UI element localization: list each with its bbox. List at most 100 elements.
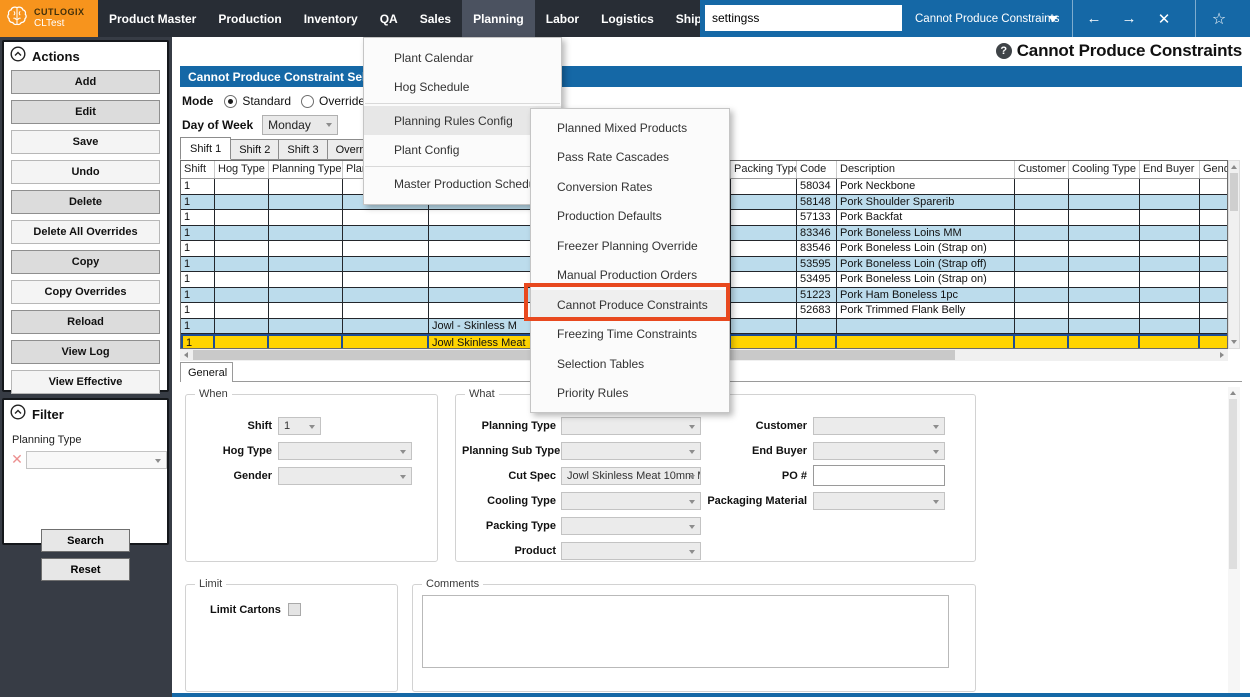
column-header-description[interactable]: Description	[837, 161, 1015, 178]
menu-item-production[interactable]: Production	[218, 11, 282, 26]
menu-item-sales[interactable]: Sales	[419, 11, 452, 26]
menu-item-qa[interactable]: QA	[379, 11, 398, 26]
product-select[interactable]	[561, 542, 701, 560]
submenu-item-selection-tables[interactable]: Selection Tables	[557, 356, 645, 371]
menu-item-master-production-schedule[interactable]: Master Production Schedule	[394, 176, 545, 191]
copy-button[interactable]: Copy	[11, 250, 160, 274]
close-icon[interactable]: ✕	[1157, 10, 1171, 28]
add-button[interactable]: Add	[11, 70, 160, 94]
menu-item-plant-calendar[interactable]: Plant Calendar	[394, 50, 474, 65]
cell-end_buyer	[1140, 318, 1200, 334]
tab-shift-3[interactable]: Shift 3	[278, 139, 328, 160]
gender-label: Gender	[233, 470, 272, 482]
packing-type-select[interactable]	[561, 517, 701, 535]
submenu-item-pass-rate-cascades[interactable]: Pass Rate Cascades	[557, 150, 670, 165]
cut-spec-select[interactable]: Jowl Skinless Meat 10mm M	[561, 467, 701, 485]
planning-type-filter-select[interactable]	[26, 450, 167, 469]
filter-search-button[interactable]: Search	[41, 529, 130, 552]
tab-shift-2[interactable]: Shift 2	[230, 139, 280, 160]
scroll-right-icon[interactable]	[1220, 352, 1224, 358]
scroll-up-icon[interactable]	[1230, 391, 1236, 395]
submenu-item-planned-mixed-products[interactable]: Planned Mixed Products	[557, 120, 688, 135]
tab-shift-1[interactable]: Shift 1	[180, 137, 232, 160]
planning-sub-type-select[interactable]	[561, 442, 701, 460]
undo-button[interactable]: Undo	[11, 160, 160, 184]
gender-select[interactable]	[278, 467, 412, 485]
collapse-chevron-icon[interactable]	[10, 404, 26, 425]
scroll-down-icon[interactable]	[1231, 340, 1237, 344]
filter-reset-button[interactable]: Reset	[41, 558, 130, 581]
column-header-gender[interactable]: Gender	[1200, 161, 1227, 178]
delete-button[interactable]: Delete	[11, 190, 160, 214]
delete-all-overrides-button[interactable]: Delete All Overrides	[11, 220, 160, 244]
end-buyer-select[interactable]	[813, 442, 945, 460]
po-input[interactable]	[813, 465, 945, 486]
menu-item-hog-schedule[interactable]: Hog Schedule	[394, 79, 470, 94]
view-effective-button[interactable]: View Effective	[11, 370, 160, 394]
tab-general[interactable]: General	[180, 362, 233, 382]
column-header-col5[interactable]	[566, 161, 731, 178]
column-header-packing-type[interactable]: Packing Type	[731, 161, 797, 178]
cell-hog_type	[215, 241, 269, 257]
clear-filter-icon[interactable]: ✕	[11, 451, 23, 467]
star-favorite-icon[interactable]: ☆	[1211, 10, 1227, 28]
column-header-planning-type[interactable]: Planning Type	[269, 161, 343, 178]
detail-vertical-scrollbar[interactable]	[1228, 387, 1240, 693]
submenu-item-freezing-time-constraints[interactable]: Freezing Time Constraints	[557, 327, 698, 342]
caret-down-icon[interactable]	[1048, 16, 1058, 22]
menu-item-product-master[interactable]: Product Master	[109, 11, 197, 26]
radio-icon[interactable]	[224, 94, 238, 108]
submenu-item-cannot-produce-constraints[interactable]: Cannot Produce Constraints	[531, 290, 729, 320]
limit-cartons-label: Limit Cartons	[210, 603, 281, 616]
cell-description: Pork Boneless Loin (Strap on)	[837, 241, 1015, 257]
reload-button[interactable]: Reload	[11, 310, 160, 334]
scrollbar-thumb[interactable]	[1230, 173, 1238, 211]
mode-option-override[interactable]: Override	[301, 94, 365, 108]
column-header-end-buyer[interactable]: End Buyer	[1140, 161, 1200, 178]
submenu-item-production-defaults[interactable]: Production Defaults	[557, 209, 662, 224]
copy-overrides-button[interactable]: Copy Overrides	[11, 280, 160, 304]
grid-vertical-scrollbar[interactable]	[1228, 160, 1240, 349]
comments-textarea[interactable]	[422, 595, 949, 668]
menu-item-labor[interactable]: Labor	[545, 11, 580, 26]
column-header-shift[interactable]: Shift	[181, 161, 215, 178]
save-button[interactable]: Save	[11, 130, 160, 154]
hog-type-select[interactable]	[278, 442, 412, 460]
menu-item-logistics[interactable]: Logistics	[601, 11, 654, 26]
cell-end_buyer	[1140, 287, 1200, 303]
column-header-hog-type[interactable]: Hog Type	[215, 161, 269, 178]
packaging-material-select[interactable]	[813, 492, 945, 510]
submenu-item-priority-rules[interactable]: Priority Rules	[557, 386, 629, 401]
favorites-dropdown[interactable]: Cannot Produce Constraints	[915, 12, 1060, 25]
scrollbar-thumb[interactable]	[1229, 399, 1237, 569]
collapse-chevron-icon[interactable]	[10, 46, 26, 67]
menu-item-planning-rules-config[interactable]: Planning Rules Config	[364, 106, 561, 135]
field-row-planning-sub-type: Planning Sub Type	[456, 442, 975, 460]
mode-option-standard[interactable]: Standard	[224, 94, 291, 108]
submenu-item-freezer-planning-override[interactable]: Freezer Planning Override	[557, 238, 698, 253]
view-log-button[interactable]: View Log	[11, 340, 160, 364]
cell-planning_type	[269, 303, 343, 319]
menu-item-inventory[interactable]: Inventory	[303, 11, 358, 26]
planning-type-select[interactable]	[561, 417, 701, 435]
column-header-customer[interactable]: Customer	[1015, 161, 1069, 178]
cell-customer	[1015, 210, 1069, 226]
menu-item-planning[interactable]: Planning	[462, 0, 535, 37]
submenu-item-conversion-rates[interactable]: Conversion Rates	[557, 179, 653, 194]
back-arrow-icon[interactable]: ←	[1086, 10, 1102, 27]
column-header-code[interactable]: Code	[797, 161, 837, 178]
scroll-left-icon[interactable]	[184, 352, 188, 358]
search-input[interactable]	[705, 5, 902, 31]
limit-cartons-checkbox[interactable]	[287, 603, 301, 616]
edit-button[interactable]: Edit	[11, 100, 160, 124]
scroll-up-icon[interactable]	[1231, 165, 1237, 169]
customer-select[interactable]	[813, 417, 945, 435]
forward-arrow-icon[interactable]: →	[1121, 10, 1137, 27]
cooling-type-select[interactable]	[561, 492, 701, 510]
day-of-week-select[interactable]: Monday	[262, 115, 339, 135]
radio-icon[interactable]	[301, 94, 315, 108]
shift-select[interactable]: 1	[278, 417, 321, 435]
column-header-cooling-type[interactable]: Cooling Type	[1069, 161, 1140, 178]
submenu-item-manual-production-orders[interactable]: Manual Production Orders	[557, 268, 698, 283]
help-icon[interactable]: ?	[995, 43, 1012, 59]
